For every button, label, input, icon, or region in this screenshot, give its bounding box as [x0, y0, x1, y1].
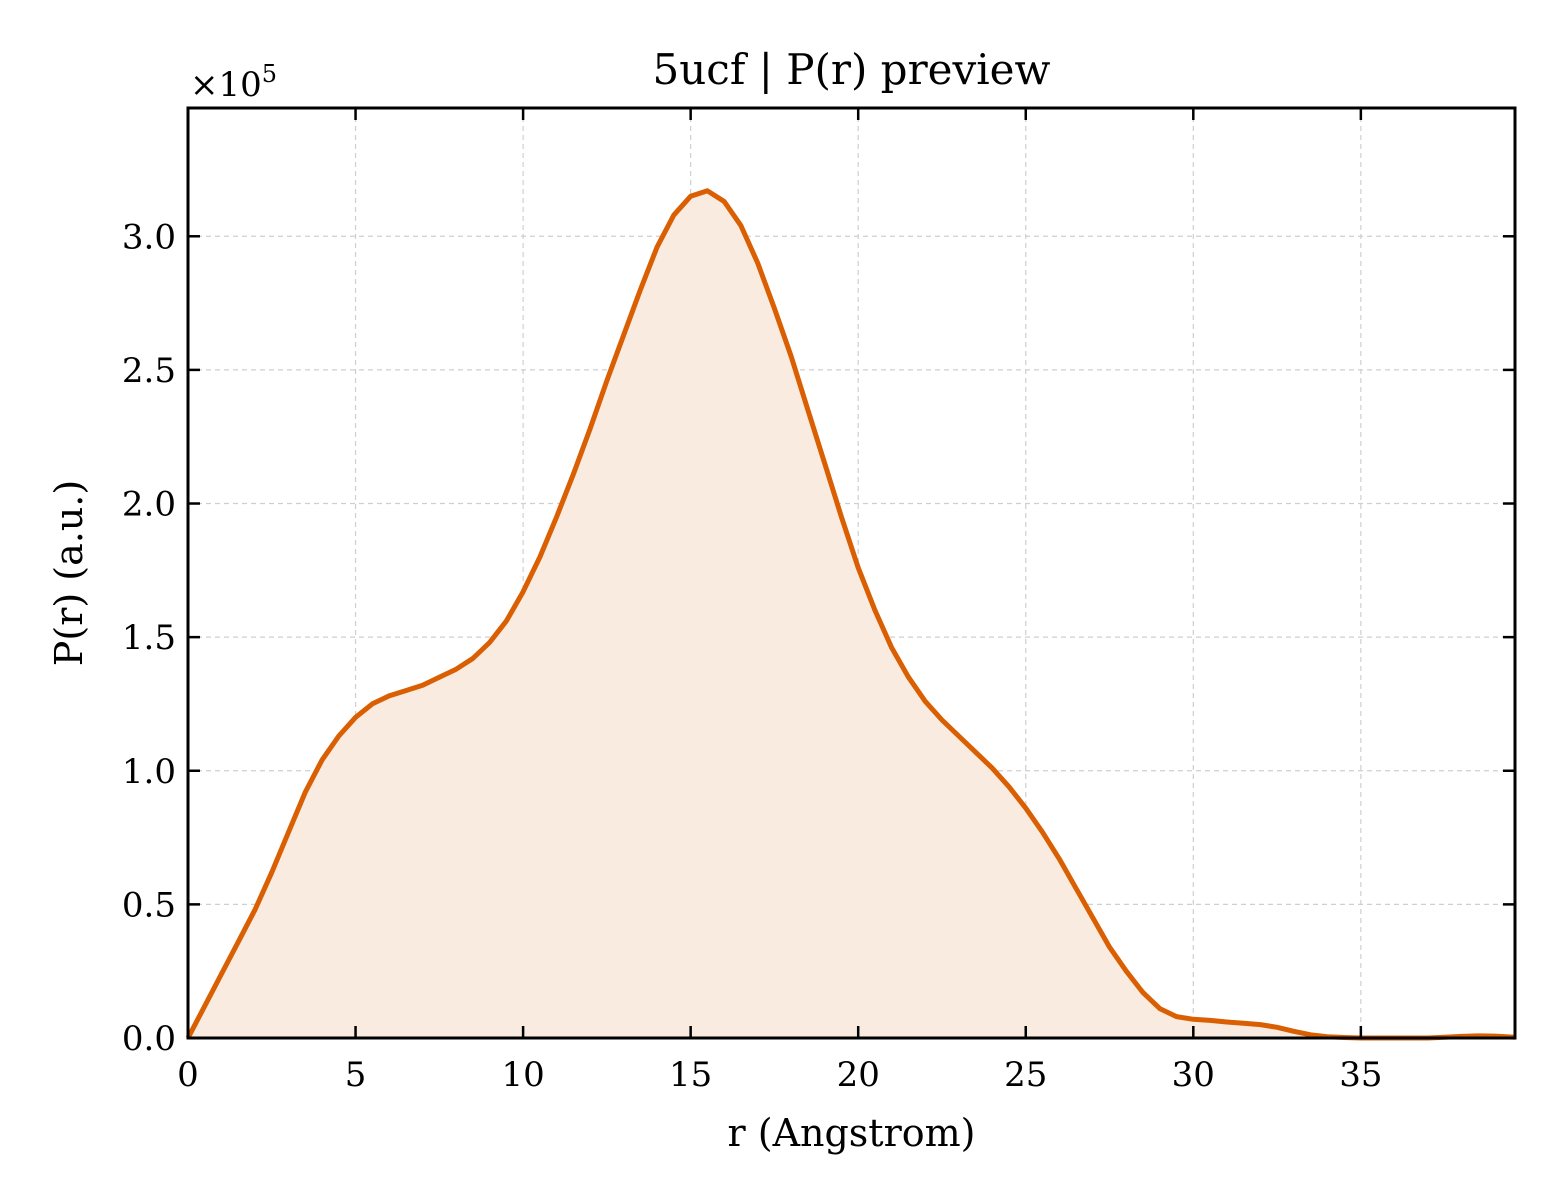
y-tick-label: 3.0	[122, 217, 176, 257]
y-offset-exponent: 5	[262, 60, 277, 88]
y-offset-base: ×10	[190, 65, 262, 105]
x-tick-label: 20	[837, 1055, 880, 1095]
y-tick-label: 1.5	[122, 618, 176, 658]
x-axis-label: r (Angstrom)	[728, 1111, 976, 1155]
y-offset-multiplier: ×105	[190, 60, 277, 105]
x-tick-label: 5	[345, 1055, 367, 1095]
y-tick-label: 2.0	[122, 485, 176, 525]
y-axis-label: P(r) (a.u.)	[47, 480, 91, 666]
chart-title: 5ucf | P(r) preview	[653, 45, 1051, 94]
y-tick-label: 2.5	[122, 351, 176, 391]
x-tick-label: 35	[1339, 1055, 1382, 1095]
ticks: 0 5 10 15 20 25 30 35 0.0 0.5 1.0 1.5 2.0 2.5 3.0	[122, 108, 1515, 1095]
y-tick-label: 0.5	[122, 885, 176, 925]
x-tick-label: 30	[1172, 1055, 1215, 1095]
x-tick-label: 0	[177, 1055, 199, 1095]
x-tick-label: 15	[669, 1055, 712, 1095]
plot-frame	[186, 106, 1517, 1040]
x-tick-label: 10	[501, 1055, 544, 1095]
y-tick-label: 1.0	[122, 752, 176, 792]
pr-area-fill	[188, 190, 1515, 1039]
x-tick-label: 25	[1004, 1055, 1047, 1095]
pr-series-line	[185, 188, 1516, 1041]
y-tick-label: 0.0	[122, 1019, 176, 1059]
